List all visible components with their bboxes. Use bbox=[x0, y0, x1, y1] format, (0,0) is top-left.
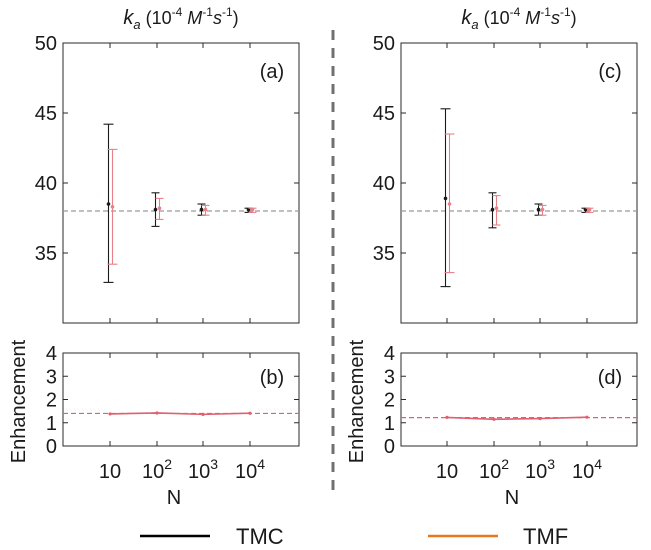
data-point-tmc bbox=[443, 196, 448, 201]
y-tick-label: 50 bbox=[373, 33, 395, 55]
y-tick-label: 40 bbox=[35, 173, 57, 195]
x-tick-label: 10 bbox=[99, 461, 121, 483]
panel-tag: (c) bbox=[598, 61, 621, 83]
legend-label-tmf: TMF bbox=[523, 524, 568, 549]
data-point-tmf bbox=[110, 205, 115, 209]
y-tick-label: 2 bbox=[46, 390, 57, 412]
data-point-tmf bbox=[108, 412, 112, 416]
panel-c-kinetics: 35 40 45 50 (c) ka (10-4 M-1s-1) bbox=[373, 5, 638, 324]
y-axis-label: Enhancement bbox=[8, 339, 30, 463]
x-tick-label: 104 bbox=[235, 456, 265, 483]
data-point-tmf bbox=[447, 202, 452, 206]
x-tick-label: 104 bbox=[572, 456, 602, 483]
y-tick-label: 4 bbox=[46, 343, 57, 365]
data-point-tmf bbox=[494, 206, 499, 210]
data-point-tmf bbox=[248, 411, 252, 415]
data-point-tmc bbox=[490, 207, 495, 212]
data-point-tmf bbox=[587, 207, 592, 212]
data-point-tmc bbox=[106, 202, 111, 206]
data-point-tmf bbox=[445, 415, 449, 420]
data-point-tmf bbox=[250, 207, 255, 212]
data-point-tmf bbox=[540, 207, 545, 212]
panel-tag: (b) bbox=[260, 367, 284, 389]
data-point-tmc bbox=[153, 207, 158, 212]
y-tick-label: 0 bbox=[46, 436, 57, 458]
legend: TMC TMF bbox=[140, 524, 568, 549]
y-tick-label: 2 bbox=[384, 390, 395, 412]
y-tick-label: 1 bbox=[384, 413, 395, 435]
chart-title: ka (10-4 M-1s-1) bbox=[123, 5, 238, 32]
y-axis-label: Enhancement bbox=[346, 339, 368, 463]
data-point-tmc bbox=[536, 207, 541, 212]
y-tick-label: 4 bbox=[384, 343, 395, 365]
x-axis-label: N bbox=[505, 487, 519, 509]
y-tick-label: 40 bbox=[373, 173, 395, 195]
data-point-tmf bbox=[538, 416, 542, 421]
x-tick-label: 103 bbox=[188, 456, 218, 483]
data-point-tmf bbox=[203, 207, 208, 212]
y-tick-label: 35 bbox=[35, 243, 57, 265]
plot-frame bbox=[62, 42, 300, 324]
data-point-tmf bbox=[201, 412, 205, 416]
y-tick-label: 0 bbox=[384, 436, 395, 458]
data-point-tmf bbox=[157, 206, 162, 210]
y-tick-label: 45 bbox=[373, 103, 395, 125]
x-tick-label: 10 bbox=[436, 461, 458, 483]
plot-frame bbox=[400, 42, 638, 324]
chart-title: ka (10-4 M-1s-1) bbox=[461, 5, 576, 32]
data-point-tmf bbox=[492, 417, 496, 421]
x-tick-label: 102 bbox=[479, 456, 509, 483]
panel-tag: (d) bbox=[598, 367, 622, 389]
series-line-tmf bbox=[109, 412, 251, 416]
y-tick-label: 1 bbox=[46, 413, 57, 435]
x-axis-label: N bbox=[167, 487, 181, 509]
y-tick-label: 50 bbox=[35, 33, 57, 55]
y-tick-label: 3 bbox=[46, 366, 57, 388]
x-tick-label: 102 bbox=[142, 456, 172, 483]
y-tick-label: 35 bbox=[373, 243, 395, 265]
y-tick-label: 45 bbox=[35, 103, 57, 125]
data-point-tmc bbox=[199, 207, 204, 212]
data-point-tmf bbox=[155, 411, 159, 415]
panel-tag: (a) bbox=[260, 61, 284, 83]
panel-a-kinetics: 35 40 45 50 (a) ka (10-4 M-1s-1) bbox=[35, 5, 300, 324]
series-line-tmf bbox=[446, 416, 588, 421]
data-point-tmf bbox=[585, 415, 589, 419]
x-tick-label: 103 bbox=[525, 456, 555, 483]
y-tick-label: 3 bbox=[384, 366, 395, 388]
legend-label-tmc: TMC bbox=[236, 524, 284, 549]
